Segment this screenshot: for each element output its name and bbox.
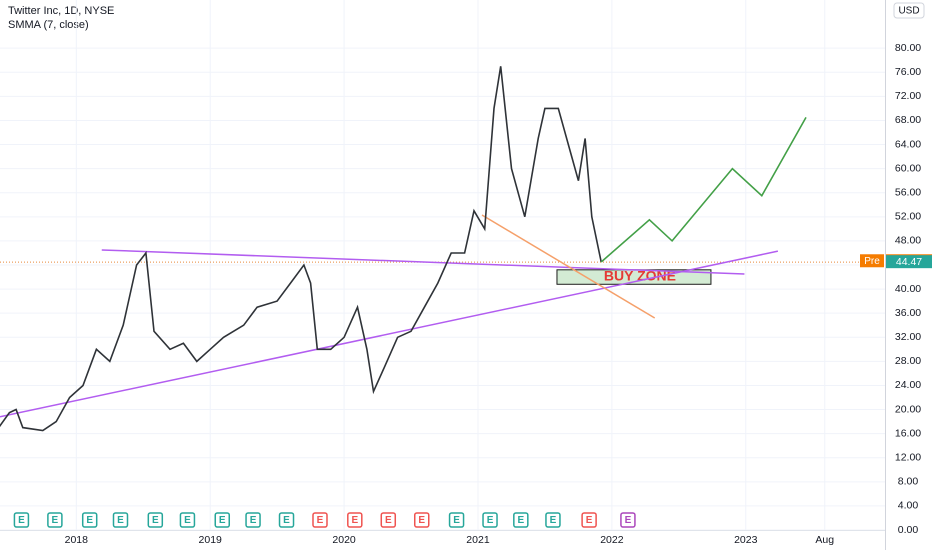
earnings-label: E [117,515,124,526]
y-tick-label: 0.00 [898,524,919,536]
earnings-marker [545,512,561,528]
earnings-label: E [152,515,159,526]
earnings-label: E [351,515,358,526]
y-tick-label: 56.00 [895,187,921,199]
last-price-badge [886,255,932,269]
earnings-label: E [52,515,59,526]
earnings-marker [347,512,363,528]
last-price: 44.47 [896,256,922,268]
earnings-label: E [283,515,290,526]
earnings-marker [214,512,231,528]
earnings-marker [413,512,430,528]
premarket-tag [860,254,884,268]
earnings-label: E [250,515,257,526]
price-line [0,66,602,432]
earnings-label: E [86,515,93,526]
price-line [600,117,807,263]
earnings-label: E [517,515,524,526]
earnings-label: E [487,515,494,526]
y-tick-label: 28.00 [895,355,921,367]
y-tick-label: 80.00 [895,42,921,54]
earnings-marker [13,512,30,528]
y-tick-label: 52.00 [895,211,921,223]
earnings-label: E [219,515,226,526]
earnings-marker [81,512,98,528]
currency-box[interactable] [893,2,925,19]
buy-zone-label: BUY ZONE [604,268,676,284]
chart-title: Twitter Inc, 1D, NYSE [8,5,114,17]
trendline [0,250,779,418]
y-tick-label: 4.00 [898,500,919,512]
earnings-marker [245,512,261,528]
earnings-marker [147,512,164,528]
earnings-marker [380,512,397,528]
y-tick-label: 72.00 [895,90,921,102]
indicator-label: SMMA (7, close) [8,19,89,31]
earnings-label: E [184,515,191,526]
y-tick-label: 24.00 [895,379,921,391]
x-tick-label: 2019 [199,534,223,546]
y-tick-label: 64.00 [895,138,921,150]
earnings-label: E [453,515,460,526]
earnings-label: E [385,515,392,526]
earnings-marker [278,512,295,528]
x-tick-label: 2022 [600,534,624,546]
y-tick-label: 32.00 [895,331,921,343]
x-tick-label: Aug [815,534,834,546]
earnings-marker [482,512,498,528]
trendline [481,214,656,319]
earnings-marker [581,512,597,528]
y-tick-label: 16.00 [895,427,921,439]
y-tick-label: 20.00 [895,403,921,415]
earnings-label: E [586,515,593,526]
earnings-label: E [625,515,632,526]
x-tick-label: 2020 [332,534,356,546]
earnings-marker [312,512,328,528]
y-tick-label: 36.00 [895,307,921,319]
earnings-marker [448,512,465,528]
y-tick-label: 68.00 [895,114,921,126]
premarket-tag-label: Pre [864,256,880,267]
earnings-label: E [317,515,324,526]
y-tick-label: 60.00 [895,162,921,174]
earnings-label: E [418,515,425,526]
earnings-marker [47,512,63,528]
earnings-marker [620,512,636,528]
x-tick-label: 2018 [65,534,89,546]
y-tick-label: 48.00 [895,235,921,247]
currency: USD [898,6,919,17]
y-tick-label: 12.00 [895,452,921,464]
trendline [101,249,745,275]
y-tick-label: 8.00 [898,476,919,488]
y-tick-label: 76.00 [895,66,921,78]
x-tick-label: 2023 [734,534,758,546]
y-tick-label: 40.00 [895,283,921,295]
earnings-label: E [18,515,25,526]
earnings-label: E [550,515,557,526]
x-tick-label: 2021 [466,534,490,546]
earnings-marker [513,512,529,528]
earnings-marker [179,512,196,528]
earnings-marker [112,512,129,528]
